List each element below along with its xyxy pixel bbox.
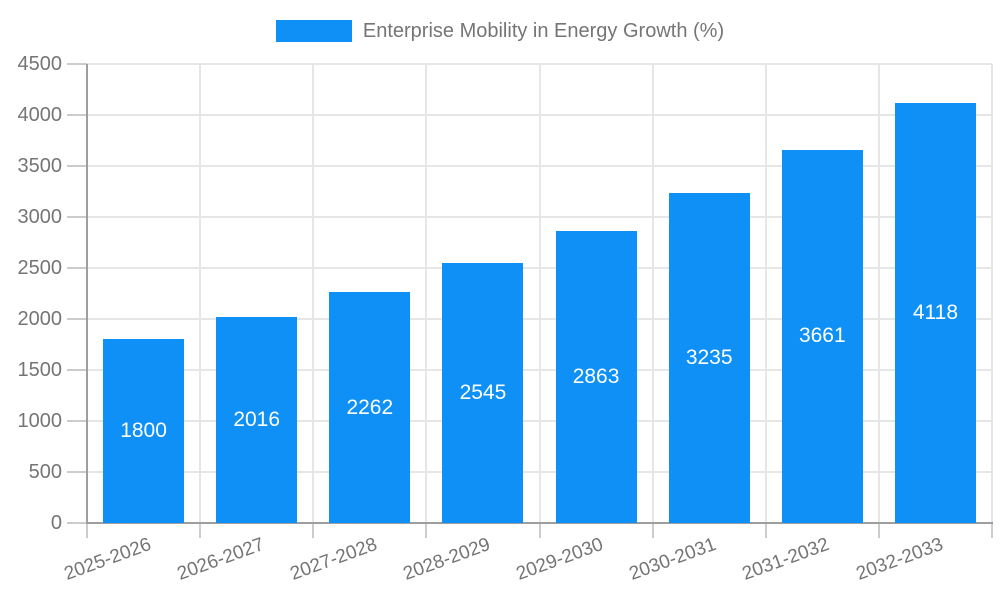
x-tick-label: 2025-2026 [61, 534, 154, 585]
y-tick-label: 1000 [17, 410, 63, 432]
bar-value-label: 2863 [572, 364, 620, 388]
x-tick-label: 2028-2029 [400, 534, 494, 585]
y-tick-label: 2500 [17, 257, 63, 279]
x-tick-label: 2031-2032 [739, 534, 833, 585]
x-tick-label: 2026-2027 [174, 534, 267, 585]
x-tick [991, 523, 993, 538]
x-tick [86, 523, 88, 538]
y-tick [67, 267, 87, 269]
x-tick [425, 523, 428, 538]
y-tick [67, 165, 87, 167]
x-tick-label: 2030-2031 [626, 534, 720, 585]
x-gridline [199, 64, 202, 523]
y-tick-label: 2000 [17, 308, 63, 330]
x-tick-label: 2032-2033 [853, 534, 946, 585]
legend-swatch[interactable] [275, 20, 352, 42]
bar-value-label: 3661 [798, 324, 846, 348]
x-tick [199, 523, 202, 538]
y-tick-label: 4500 [17, 53, 63, 75]
y-tick-label: 500 [28, 461, 62, 483]
x-gridline [425, 64, 428, 523]
x-tick [651, 523, 654, 538]
bar-value-label: 2262 [346, 395, 394, 419]
bar-value-label: 2545 [459, 381, 507, 405]
x-tick-label: 2027-2028 [287, 534, 380, 585]
bar-value-label: 2016 [233, 408, 281, 432]
bar[interactable]: 4118 [894, 102, 976, 523]
bar[interactable]: 3661 [781, 149, 863, 523]
x-axis-line [86, 522, 993, 524]
y-tick [67, 318, 87, 320]
x-gridline [312, 64, 315, 523]
y-tick [67, 114, 87, 116]
y-tick [67, 216, 87, 218]
bar[interactable]: 3235 [668, 193, 750, 523]
y-tick [67, 420, 87, 422]
x-tick [877, 523, 880, 538]
y-tick-label: 0 [50, 512, 62, 534]
bar[interactable]: 2545 [442, 263, 524, 523]
y-tick [67, 369, 87, 371]
y-tick-label: 1500 [17, 359, 63, 381]
x-gridline [538, 64, 541, 523]
bar-value-label: 4118 [912, 300, 959, 324]
y-tick-label: 3500 [17, 155, 63, 177]
x-tick-label: 2029-2030 [513, 534, 607, 585]
x-gridline [651, 64, 654, 523]
y-tick [67, 522, 87, 524]
x-tick [764, 523, 767, 538]
y-axis-line [86, 64, 88, 524]
legend-label[interactable]: Enterprise Mobility in Energy Growth (%) [362, 19, 725, 42]
legend: Enterprise Mobility in Energy Growth (%) [0, 19, 1000, 43]
x-gridline [877, 64, 880, 523]
x-gridline [764, 64, 767, 523]
y-tick [67, 63, 87, 65]
bar[interactable]: 2016 [216, 317, 298, 523]
bar-value-label: 1800 [120, 419, 167, 443]
y-tick-label: 4000 [17, 104, 63, 126]
bar[interactable]: 1800 [103, 339, 185, 523]
y-tick-label: 3000 [17, 206, 63, 228]
x-tick [538, 523, 541, 538]
bar[interactable]: 2863 [555, 230, 637, 523]
x-tick [312, 523, 315, 538]
bar[interactable]: 2262 [329, 292, 411, 523]
bar-value-label: 3235 [685, 346, 733, 369]
y-tick [67, 471, 87, 473]
x-gridline [991, 64, 993, 523]
